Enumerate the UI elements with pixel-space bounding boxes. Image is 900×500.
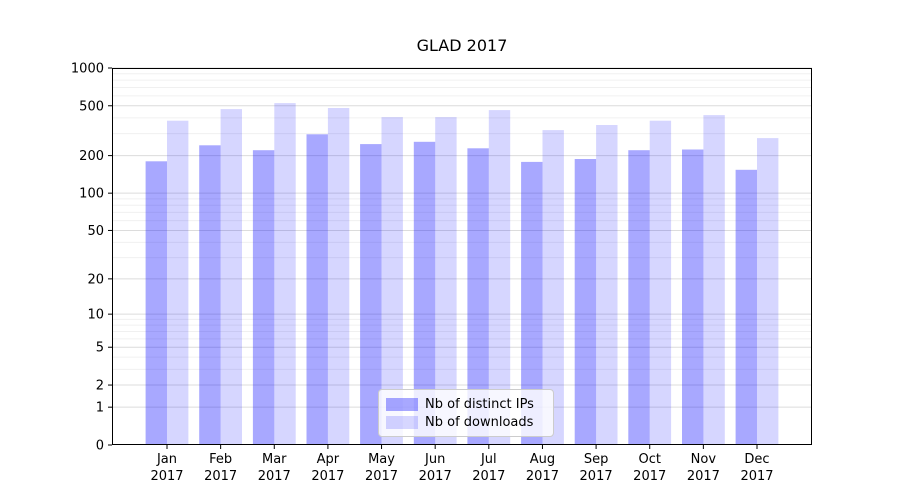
bar-distinct-ips [574, 159, 597, 445]
x-tick-label: Mar 2017 [258, 452, 291, 484]
y-tick-label: 500 [79, 99, 104, 114]
x-tick-label: Jul 2017 [472, 452, 505, 484]
y-tick-label: 10 [87, 308, 104, 323]
plot-spines [112, 68, 812, 445]
y-tick-label: 2 [96, 379, 104, 394]
y-tick-label: 1000 [71, 62, 104, 77]
y-tick-label: 5 [96, 341, 104, 356]
bar-distinct-ips [145, 161, 167, 446]
legend-swatch-distinct-ips-icon [386, 397, 418, 411]
bar-distinct-ips [360, 144, 382, 445]
bar-downloads [435, 117, 457, 445]
x-tick-label: Jun 2017 [419, 452, 452, 484]
bar-distinct-ips [252, 150, 275, 445]
legend-label-downloads: Nb of downloads [425, 414, 534, 430]
bar-distinct-ips [628, 150, 650, 445]
bar-distinct-ips [521, 161, 543, 445]
bar-downloads [649, 120, 672, 445]
bar-distinct-ips [413, 141, 436, 446]
y-tick-label: 0 [96, 439, 104, 454]
y-tick-label: 200 [79, 149, 104, 164]
bar-downloads [274, 103, 296, 445]
bar-downloads [703, 115, 725, 445]
bar-distinct-ips [467, 148, 489, 446]
x-tick-label: May 2017 [365, 452, 398, 484]
bar-distinct-ips [735, 169, 757, 446]
y-tick-label: 50 [87, 224, 104, 239]
bar-downloads [542, 130, 564, 445]
bar-distinct-ips [682, 149, 704, 445]
legend-item-distinct-ips: Nb of distinct IPs [386, 395, 546, 413]
bar-downloads [327, 108, 350, 445]
bar-downloads [596, 125, 618, 445]
y-tick-label: 100 [79, 187, 104, 202]
x-tick-label: Feb 2017 [204, 452, 237, 484]
bar-downloads [488, 110, 511, 445]
x-tick-label: Dec 2017 [740, 452, 773, 484]
x-tick-label: Nov 2017 [687, 452, 720, 484]
x-tick-label: Apr 2017 [311, 452, 344, 484]
legend-label-distinct-ips: Nb of distinct IPs [425, 396, 534, 412]
legend-swatch-downloads-icon [386, 415, 418, 429]
bar-distinct-ips [199, 145, 221, 446]
bar-distinct-ips [306, 134, 328, 446]
x-tick-label: Oct 2017 [633, 452, 666, 484]
y-tick-label: 20 [87, 272, 104, 287]
x-tick-label: Jan 2017 [150, 452, 183, 484]
chart-title: GLAD 2017 [416, 36, 508, 55]
y-tick-label: 1 [96, 401, 104, 416]
bar-downloads [220, 109, 242, 445]
legend-item-downloads: Nb of downloads [386, 413, 546, 431]
bar-downloads [757, 138, 779, 445]
legend: Nb of distinct IPs Nb of downloads [378, 389, 554, 437]
x-tick-label: Sep 2017 [580, 452, 613, 484]
x-tick-label: Aug 2017 [526, 452, 559, 484]
bar-downloads [381, 117, 403, 445]
bar-downloads [167, 120, 189, 445]
